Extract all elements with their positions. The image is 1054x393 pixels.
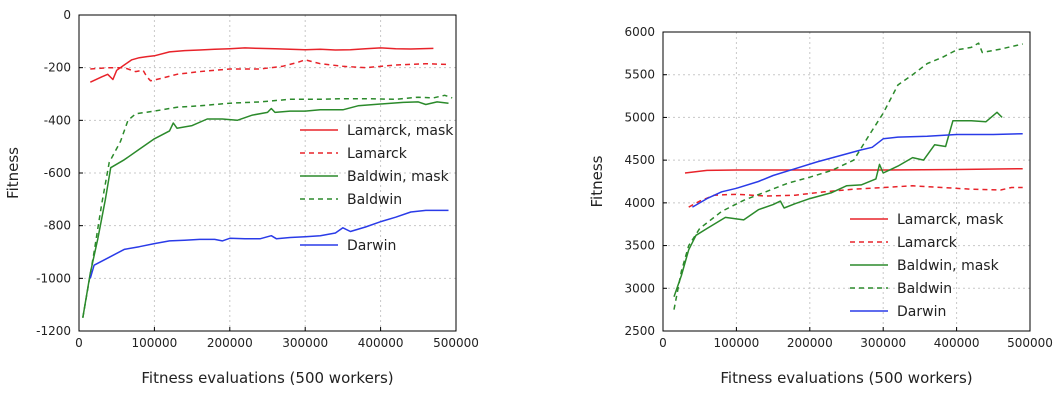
y-tick-label: -600 [44,166,71,180]
series-line-lamarck [90,59,449,82]
x-axis-title: Fitness evaluations (500 workers) [141,369,393,387]
x-tick-label: 400000 [358,336,404,350]
y-tick-label: 3000 [624,281,655,295]
x-axis-title: Fitness evaluations (500 workers) [720,369,972,387]
x-tick-label: 300000 [860,336,906,350]
y-tick-label: 4500 [624,153,655,167]
legend-label: Lamarck [347,146,408,162]
x-tick-label: 200000 [207,336,253,350]
x-tick-label: 200000 [787,336,833,350]
legend-label: Baldwin [347,192,402,208]
series-line-lamarck-mask [89,47,434,83]
series-line-baldwin-mask [82,101,449,318]
legend-label: Lamarck [897,235,958,251]
y-axis-title: Fitness [4,147,22,199]
y-axis-title: Fitness [588,155,606,207]
legend-label: Baldwin, mask [897,258,1000,274]
x-tick-label: 400000 [934,336,980,350]
y-tick-label: -200 [44,61,71,75]
legend-label: Lamarck, mask [347,123,454,139]
series-line-lamarck-mask [684,167,1023,174]
y-tick-label: -1200 [36,324,71,338]
series-line-baldwin [82,94,453,318]
y-tick-label: -1000 [36,271,71,285]
plot-frame [662,31,1031,332]
legend-label: Darwin [347,238,396,254]
legend-label: Baldwin, mask [347,169,450,185]
x-tick-label: 100000 [713,336,759,350]
y-tick-label: 3500 [624,239,655,253]
plot-frame [78,14,457,332]
legend: Lamarck, mask Lamarck Baldwin, mask Baldwin… [300,123,454,254]
x-tick-label: 100000 [131,336,177,350]
series-line-darwin [692,132,1023,208]
chart-panel-2: 0 100000 200000 300000 400000 500000 2500 3000 3… [588,25,1053,387]
series-line-darwin [89,209,449,279]
series-line-baldwin-mask [673,111,1003,298]
y-tick-label: 5500 [624,68,655,82]
series-line-lamarck [688,185,1023,208]
x-tick-label: 0 [75,336,83,350]
y-tick-label: 2500 [624,324,655,338]
x-tick-label: 500000 [1007,336,1053,350]
y-tick-label: -400 [44,113,71,127]
legend-label: Baldwin [897,281,952,297]
y-tick-label: 0 [63,8,71,22]
legend: Lamarck, mask Lamarck Baldwin, mask Baldwin… [850,212,1004,320]
y-tick-label: -800 [44,219,71,233]
x-tick-label: 300000 [282,336,328,350]
legend-label: Lamarck, mask [897,212,1004,228]
y-tick-label: 6000 [624,25,655,39]
x-tick-label: 500000 [433,336,479,350]
x-tick-label: 0 [659,336,667,350]
chart-panel-1: 0 100000 200000 300000 400000 500000 -1200 -100… [4,8,479,387]
y-tick-label: 4000 [624,196,655,210]
y-tick-label: 5000 [624,110,655,124]
legend-label: Darwin [897,304,946,320]
